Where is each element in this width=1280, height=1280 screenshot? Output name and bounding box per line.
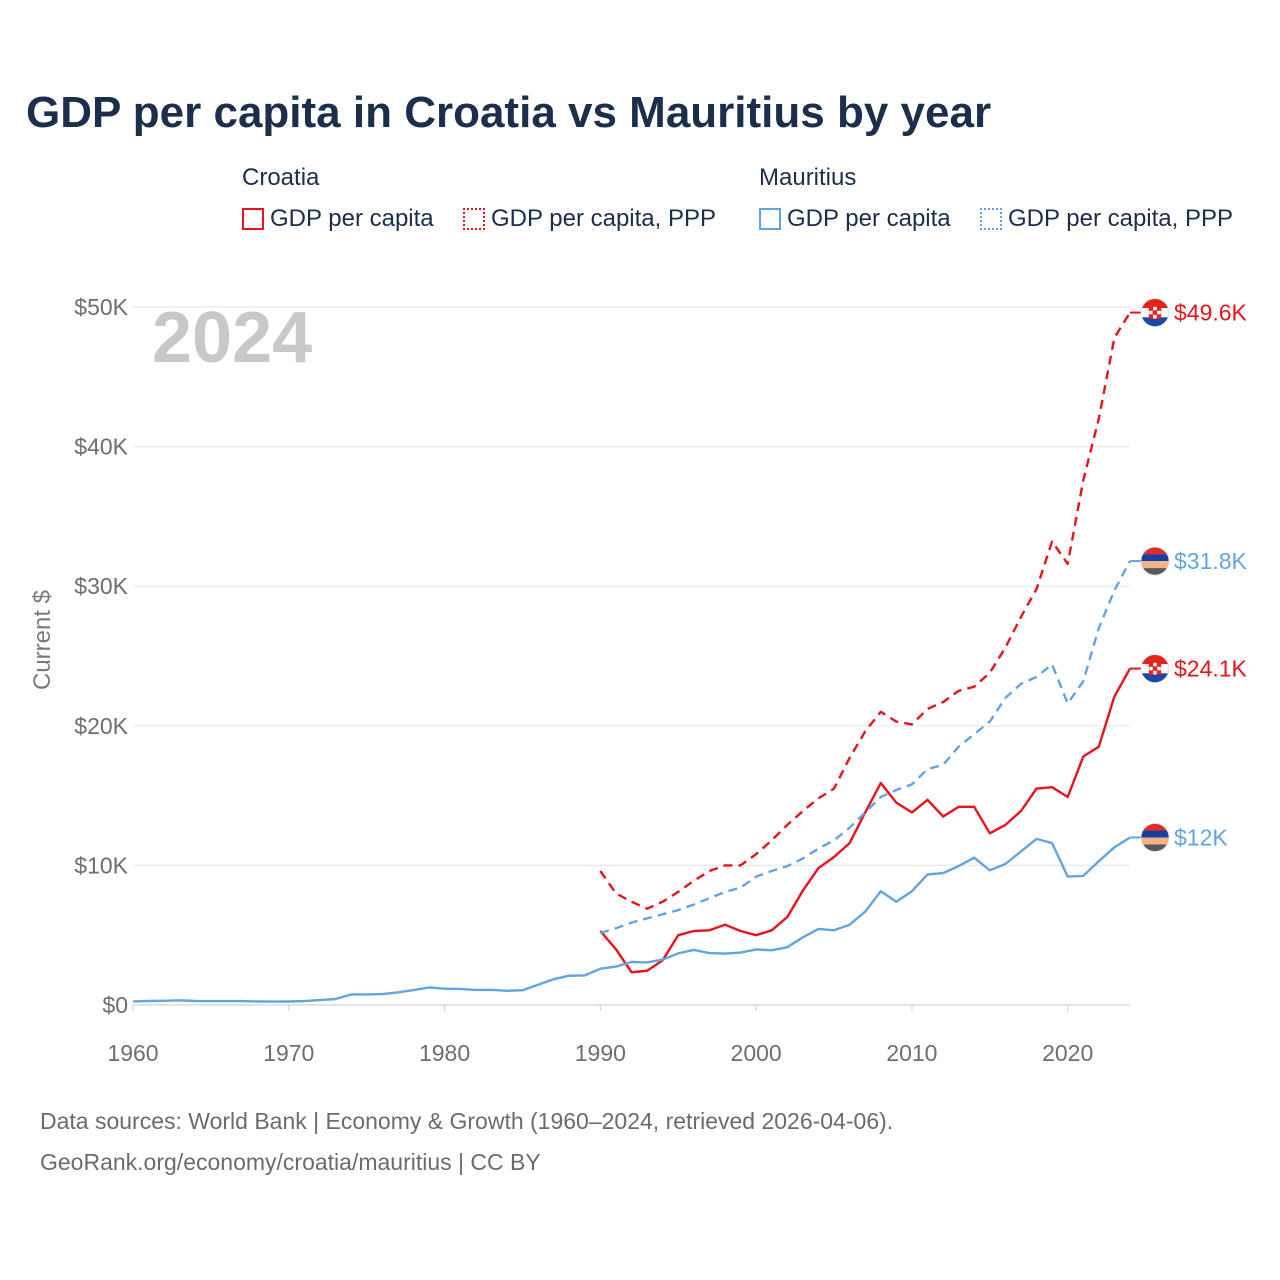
series-line-mauritius-gdp-per-capita-ppp[interactable]	[599, 560, 1132, 935]
legend-swatch-dotted-blue	[980, 208, 1002, 230]
x-tick-label: 1970	[263, 1040, 314, 1066]
legend-item-mauritius-gdp[interactable]: GDP per capita	[759, 204, 951, 234]
y-tick-label: $20K	[74, 713, 128, 739]
x-tick-label: 2010	[886, 1040, 937, 1066]
source-note: Data sources: World Bank | Economy & Gro…	[40, 1108, 894, 1134]
grid	[133, 306, 1130, 1006]
source-url[interactable]: GeoRank.org/economy/croatia/mauritius | …	[40, 1149, 541, 1175]
year-watermark: 2024	[152, 298, 312, 378]
legend-group-croatia: Croatia	[242, 164, 320, 191]
series-line-croatia-gdp-per-capita[interactable]	[599, 668, 1132, 974]
legend-item-mauritius-gdp-ppp[interactable]: GDP per capita, PPP	[980, 204, 1233, 234]
legend-label: GDP per capita	[787, 205, 951, 232]
end-value-label: $24.1K	[1174, 656, 1248, 682]
x-tick-label: 2000	[731, 1040, 782, 1066]
y-tick-label: $30K	[74, 573, 128, 599]
axes: $0 $10K $20K $30K $40K $50K 1960 1970 1980 1990 20…	[74, 294, 1093, 1066]
legend-item-croatia-gdp[interactable]: GDP per capita	[242, 204, 434, 234]
legend-label: GDP per capita	[270, 205, 434, 232]
series-line-croatia-gdp-per-capita-ppp[interactable]	[599, 311, 1132, 910]
x-tick-label: 1990	[575, 1040, 626, 1066]
y-tick-label: $10K	[74, 852, 128, 878]
chart-title: GDP per capita in Croatia vs Mauritius b…	[26, 88, 992, 137]
legend-swatch-solid-blue	[759, 208, 781, 230]
mauritius-flag-icon	[1140, 823, 1170, 852]
legend-group-mauritius: Mauritius	[759, 164, 857, 191]
x-tick-label: 2020	[1042, 1040, 1093, 1066]
end-value-label: $49.6K	[1174, 300, 1248, 326]
legend-swatch-solid-red	[242, 208, 264, 230]
legend-item-croatia-gdp-ppp[interactable]: GDP per capita, PPP	[463, 204, 716, 234]
x-tick-label: 1960	[107, 1040, 158, 1066]
croatia-flag-icon	[1140, 654, 1170, 683]
legend-label: GDP per capita, PPP	[1008, 205, 1233, 232]
mauritius-flag-icon	[1140, 546, 1170, 576]
y-tick-label: $40K	[74, 434, 128, 460]
y-tick-label: $50K	[74, 294, 128, 320]
end-value-label: $31.8K	[1174, 548, 1248, 574]
end-value-label: $12K	[1174, 824, 1228, 850]
x-tick-label: 1980	[419, 1040, 470, 1066]
croatia-flag-icon	[1140, 298, 1170, 328]
series-lines	[132, 311, 1132, 1003]
legend-label: GDP per capita, PPP	[491, 205, 716, 232]
series-line-mauritius-gdp-per-capita[interactable]	[132, 836, 1131, 1003]
legend-swatch-dotted-red	[463, 208, 485, 230]
y-axis-label: Current $	[29, 590, 56, 690]
end-markers: $24.1K $49.6K $12K $31.8K	[1130, 298, 1248, 852]
y-tick-label: $0	[102, 992, 128, 1018]
